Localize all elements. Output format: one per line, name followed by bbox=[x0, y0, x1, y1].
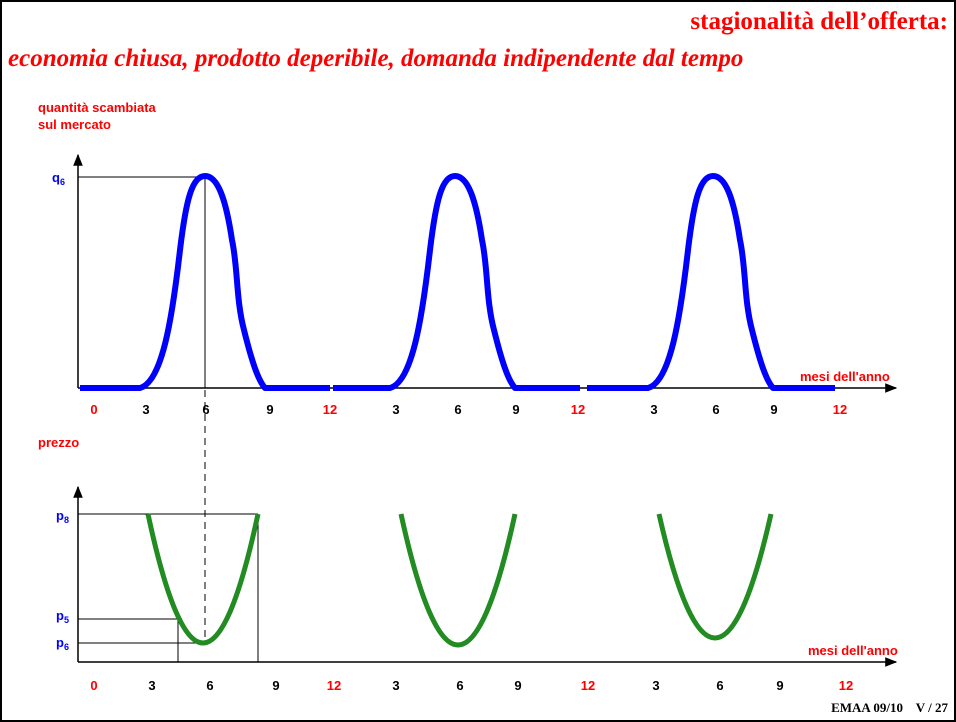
x-tick-label: 9 bbox=[514, 678, 521, 693]
x-tick-label: 12 bbox=[323, 402, 337, 417]
y-label: sul mercato bbox=[38, 117, 111, 132]
x-tick-label: 0 bbox=[90, 678, 97, 693]
x-tick-label: 12 bbox=[327, 678, 341, 693]
x-tick-label: 12 bbox=[581, 678, 595, 693]
x-tick-label: 3 bbox=[148, 678, 155, 693]
x-tick-label: 9 bbox=[266, 402, 273, 417]
x-tick-label: 0 bbox=[90, 402, 97, 417]
x-tick-label: 9 bbox=[512, 402, 519, 417]
x-tick-label: 3 bbox=[652, 678, 659, 693]
x-tick-label: 3 bbox=[392, 678, 399, 693]
tick-labels: 0 3 6 9 12 3 6 9 12 3 6 9 12 0 3 6 9 12 3 6 9 12 3 6 9 12 bbox=[90, 402, 853, 693]
level-label: p8 bbox=[56, 508, 69, 525]
x-tick-label: 6 bbox=[206, 678, 213, 693]
x-tick-label: 9 bbox=[272, 678, 279, 693]
level-label: q6 bbox=[52, 170, 65, 187]
x-tick-label: 6 bbox=[712, 402, 719, 417]
level-label: p5 bbox=[56, 608, 69, 625]
subtitle: economia chiusa, prodotto deperibile, do… bbox=[8, 45, 743, 72]
x-label: mesi dell'anno bbox=[808, 643, 898, 658]
x-tick-label: 9 bbox=[770, 402, 777, 417]
x-tick-label: 6 bbox=[202, 402, 209, 417]
x-tick-label: 3 bbox=[392, 402, 399, 417]
title: stagionalità dell’offerta: bbox=[690, 8, 948, 35]
x-tick-label: 12 bbox=[571, 402, 585, 417]
x-tick-label: 12 bbox=[839, 678, 853, 693]
footer: EMAA 09/10 V / 27 bbox=[831, 700, 948, 715]
x-tick-label: 9 bbox=[776, 678, 783, 693]
x-tick-label: 12 bbox=[833, 402, 847, 417]
x-tick-label: 3 bbox=[650, 402, 657, 417]
y-label: prezzo bbox=[38, 435, 79, 450]
x-tick-label: 3 bbox=[142, 402, 149, 417]
supply-curve bbox=[80, 173, 835, 391]
price-curve bbox=[145, 513, 774, 648]
level-label: p6 bbox=[56, 635, 69, 652]
x-tick-label: 6 bbox=[716, 678, 723, 693]
y-label: quantità scambiata bbox=[38, 100, 157, 115]
x-tick-label: 6 bbox=[456, 678, 463, 693]
x-label: mesi dell'anno bbox=[800, 369, 890, 384]
x-tick-label: 6 bbox=[454, 402, 461, 417]
